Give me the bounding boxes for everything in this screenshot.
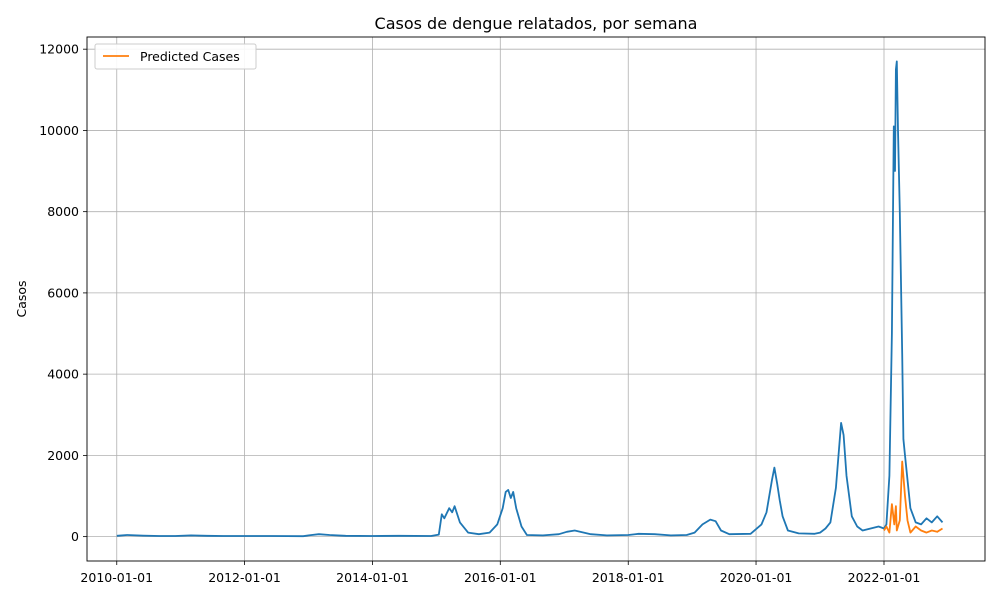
legend-box bbox=[94, 43, 257, 70]
x-tick-label: 2022-01-01 bbox=[848, 570, 921, 585]
legend-label-predicted: Predicted Cases bbox=[140, 49, 240, 64]
y-tick-label: 8000 bbox=[47, 204, 79, 219]
series-1-line bbox=[116, 60, 944, 538]
y-tick-label: 10000 bbox=[39, 123, 79, 138]
x-tick-label: 2012-01-01 bbox=[208, 570, 281, 585]
x-tick-label: 2016-01-01 bbox=[464, 570, 537, 585]
y-tick-label: 0 bbox=[71, 529, 79, 544]
y-tick-label: 2000 bbox=[47, 448, 79, 463]
plot-frame bbox=[86, 36, 986, 562]
grid bbox=[87, 37, 985, 561]
predicted-cases-line bbox=[883, 460, 943, 534]
y-tick-label: 6000 bbox=[47, 285, 79, 300]
x-tick-label: 2010-01-01 bbox=[80, 570, 153, 585]
ticks: 2010-01-01 2012-01-01 2014-01-01 2016-01-01… bbox=[39, 42, 920, 585]
chart-title: Casos de dengue relatados, por semana bbox=[375, 14, 698, 33]
y-tick-label: 12000 bbox=[39, 42, 79, 57]
y-tick-label: 4000 bbox=[47, 367, 79, 382]
x-tick-label: 2020-01-01 bbox=[720, 570, 793, 585]
x-tick-label: 2018-01-01 bbox=[592, 570, 665, 585]
series-layer bbox=[116, 60, 944, 538]
legend: Predicted Cases bbox=[94, 43, 257, 70]
x-tick-label: 2014-01-01 bbox=[336, 570, 409, 585]
y-axis-label: Casos bbox=[14, 280, 29, 317]
